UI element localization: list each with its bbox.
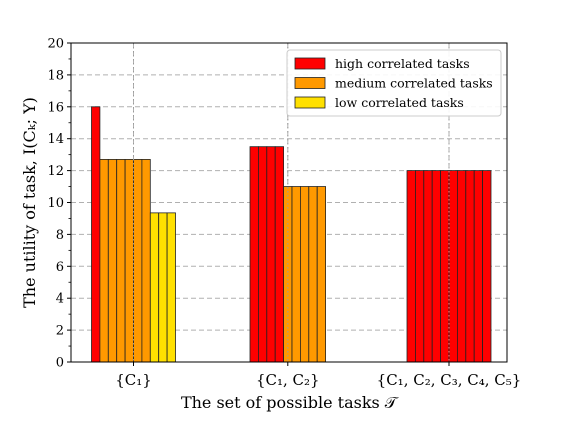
y-tick-label: 4 [56,292,64,307]
bar [316,186,327,363]
bar [133,159,143,363]
bar [448,170,458,363]
x-tick-label: {C₁, C₂} [256,371,320,389]
bar [440,170,450,363]
bar [107,159,118,363]
x-axis-ticks: {C₁} {C₁, C₂} {C₁, C₂, C₃, C₄, C₅} [115,362,521,389]
bar [431,170,442,363]
bar [124,159,134,363]
y-tick-label: 12 [47,164,64,179]
legend: high correlated tasks medium correlated t… [286,49,502,117]
bar [91,106,101,363]
y-tick-label: 18 [47,68,64,83]
bar [99,159,109,363]
y-tick-label: 8 [56,228,64,243]
legend-box [286,49,502,117]
bar [291,186,301,363]
x-tick-label: {C₁, C₂, C₃, C₄, C₅} [377,371,522,389]
y-axis-label: The utility of task, I(Cₖ; Y) [20,97,39,308]
bar [465,170,475,363]
legend-label: high correlated tasks [335,56,470,71]
legend-swatch [294,77,326,89]
legend-swatch [294,96,326,109]
y-tick-label: 16 [47,100,64,115]
bar [473,170,484,363]
bar [456,170,467,363]
bar [257,146,268,363]
y-tick-label: 6 [56,260,64,275]
bar [274,146,285,363]
y-axis-ticks: 0 2 4 6 8 10 12 14 16 18 20 [47,37,71,371]
bar [482,170,492,363]
bar [158,212,168,363]
legend-swatch [294,57,326,70]
bar [266,146,276,363]
x-tick-label: {C₁} [115,371,152,389]
y-tick-label: 0 [56,356,64,371]
bar [406,170,416,363]
y-tick-label: 2 [56,324,64,339]
legend-label: medium correlated tasks [335,76,493,91]
bar [166,212,176,363]
bar [308,186,318,363]
y-tick-label: 20 [47,37,64,52]
bar [299,186,310,363]
bar [141,159,151,363]
bar [423,170,433,363]
x-axis-label: The set of possible tasks 𝒯 [181,393,400,412]
legend-label: low correlated tasks [335,95,464,110]
y-tick-label: 14 [47,132,64,147]
bar [149,212,160,363]
y-tick-label: 10 [47,196,64,211]
bars [91,106,492,363]
bar [414,170,425,363]
bar [249,146,259,363]
bar [116,159,126,363]
